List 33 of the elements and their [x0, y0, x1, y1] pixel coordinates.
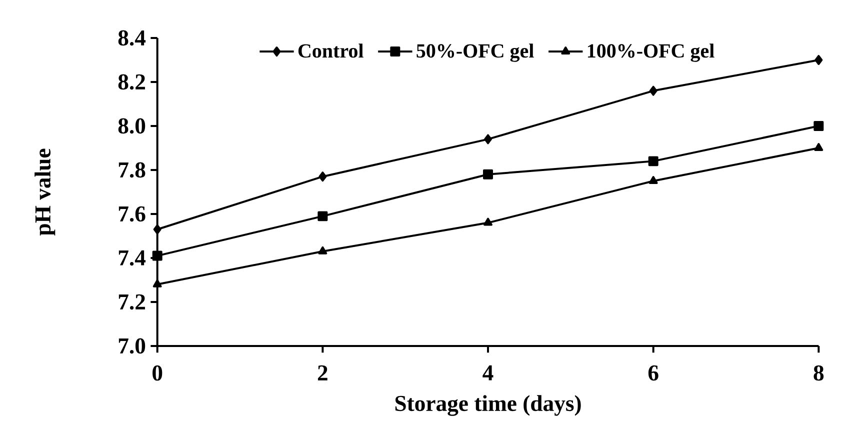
point — [649, 86, 658, 96]
legend-label: 50%-OFC gel — [416, 44, 534, 62]
legend-label: Control — [298, 44, 364, 58]
point — [152, 250, 162, 261]
point — [648, 176, 658, 184]
point — [318, 211, 328, 222]
point — [153, 224, 162, 234]
y-tick-label: 7.6 — [118, 206, 146, 222]
x-tick-label: 6 — [648, 365, 658, 381]
point — [318, 246, 328, 254]
x-tick-label: 4 — [482, 365, 494, 380]
y-axis-title: pH value — [34, 148, 56, 236]
point — [814, 120, 824, 131]
x-tick-label: 0 — [152, 365, 162, 381]
y-tick-label: 8.0 — [118, 118, 146, 134]
x-tick-label: 2 — [318, 365, 328, 380]
y-tick-label: 8.2 — [118, 74, 145, 90]
y-tick-label: 7.4 — [118, 250, 146, 266]
point — [484, 218, 492, 226]
point — [814, 142, 824, 151]
point — [318, 172, 327, 182]
point — [152, 279, 162, 288]
y-tick-label: 8.4 — [118, 30, 146, 46]
x-tick-label: 8 — [814, 365, 824, 381]
point — [814, 54, 823, 65]
y-tick-label: 7.2 — [118, 294, 145, 310]
legend-label: 100%-OFC gel — [588, 44, 714, 62]
point — [484, 134, 492, 144]
y-tick-label: 7.0 — [118, 338, 146, 354]
y-tick-label: 7.8 — [118, 162, 146, 178]
point — [483, 169, 493, 180]
x-axis-title: Storage time (days) — [395, 395, 581, 416]
point — [648, 156, 658, 166]
